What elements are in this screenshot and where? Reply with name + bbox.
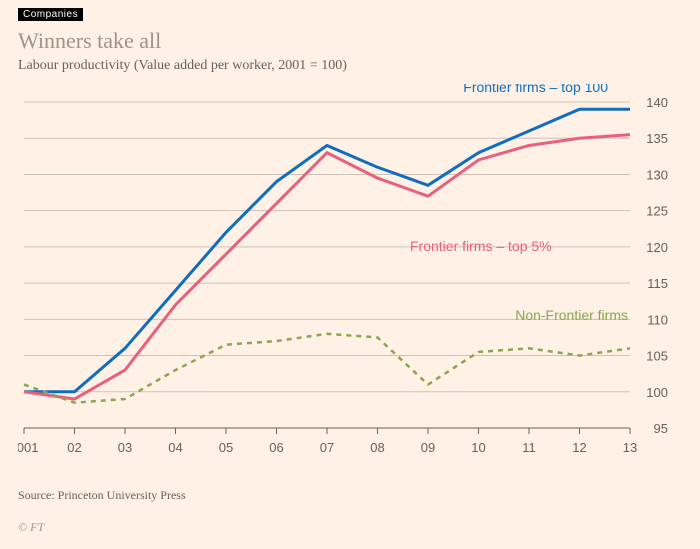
chart-plot: 95 100 105 110 115 120 125 130 135 140 2001 02 03 04 0…: [18, 84, 682, 464]
chart-subtitle: Labour productivity (Value added per wor…: [18, 58, 347, 74]
x-tick-label: 06: [269, 440, 283, 455]
chart-title: Winners take all: [18, 28, 161, 54]
y-tick-label: 115: [647, 276, 668, 291]
series-label: Frontier firms – top 5%: [410, 238, 552, 254]
x-tick-label: 07: [320, 440, 334, 455]
y-tick-label: 105: [646, 349, 668, 364]
y-tick-label: 140: [646, 95, 668, 110]
x-tick-label: 08: [370, 440, 384, 455]
y-tick-label: 135: [646, 131, 668, 146]
y-tick-label: 125: [646, 204, 668, 219]
series-line: [24, 334, 630, 403]
section-tag: Companies: [18, 8, 83, 21]
x-tick-label: 05: [219, 440, 233, 455]
x-tick-label: 03: [118, 440, 132, 455]
y-tick-label: 100: [646, 385, 668, 400]
x-tick-label: 12: [572, 440, 586, 455]
x-tick-label: 11: [522, 440, 536, 455]
chart-svg: 95 100 105 110 115 120 125 130 135 140 2001 02 03 04 0…: [18, 84, 682, 464]
x-tick-label: 04: [168, 440, 182, 455]
series-label: Non-Frontier firms: [515, 307, 628, 323]
chart-source: Source: Princeton University Press: [18, 488, 186, 503]
chart-copyright: © FT: [18, 520, 44, 535]
y-tick-label: 120: [646, 240, 668, 255]
y-tick-label: 110: [647, 312, 668, 327]
y-tick-label: 95: [654, 421, 668, 436]
y-tick-label: 130: [646, 167, 668, 182]
x-tick-label: 2001: [18, 440, 38, 455]
x-tick-label: 02: [67, 440, 81, 455]
series-label: Frontier firms – top 100: [463, 84, 608, 95]
x-tick-label: 13: [623, 440, 637, 455]
x-tick-label: 10: [471, 440, 485, 455]
x-tick-label: 09: [421, 440, 435, 455]
